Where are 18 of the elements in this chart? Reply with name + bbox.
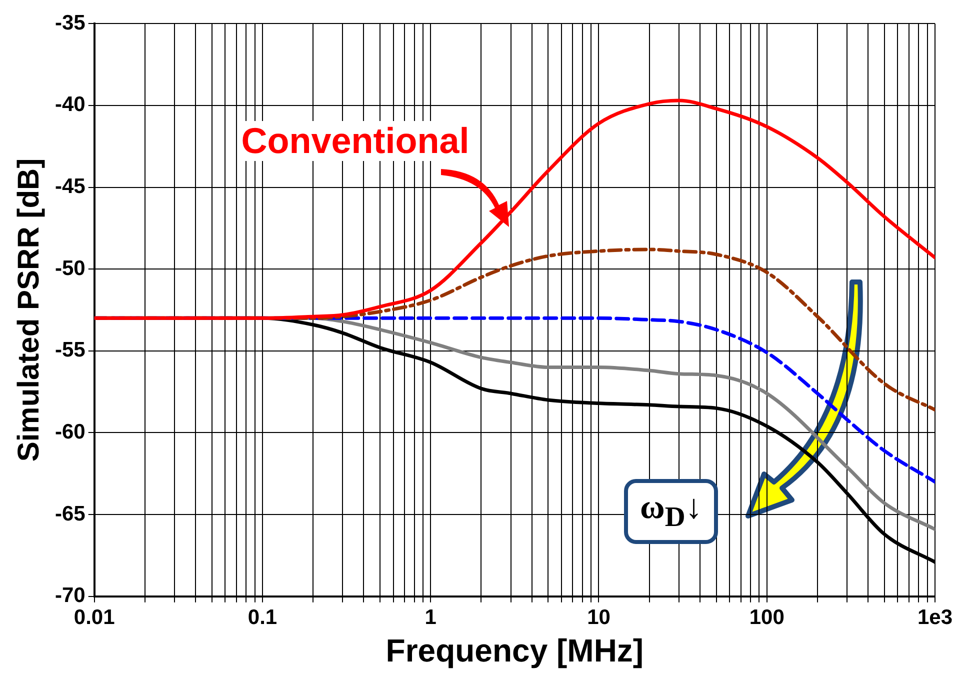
- x-tick-label: 10: [587, 606, 610, 629]
- x-axis-title: Frequency [MHz]: [386, 632, 644, 669]
- x-tick-label: 1: [424, 606, 437, 629]
- y-tick-label: -65: [54, 502, 86, 526]
- y-axis-title: Simulated PSRR [dB]: [12, 158, 46, 462]
- y-tick-label: -60: [54, 420, 86, 444]
- annotation: ω$_{D}$↓: [624, 478, 718, 544]
- y-tick-label: -35: [54, 11, 86, 34]
- y-tick-label: -45: [54, 175, 86, 198]
- x-tick-label: 100: [749, 606, 784, 629]
- series-label: Conventional: [237, 120, 474, 161]
- y-tick-label: -40: [54, 93, 86, 116]
- x-tick-label: 1e3: [917, 606, 953, 629]
- y-tick-label: -55: [54, 338, 86, 362]
- y-tick-label: -70: [54, 584, 86, 608]
- x-tick-label: 0.1: [248, 606, 278, 629]
- y-tick-label: -50: [54, 256, 86, 280]
- x-tick-label: 0.01: [74, 606, 116, 629]
